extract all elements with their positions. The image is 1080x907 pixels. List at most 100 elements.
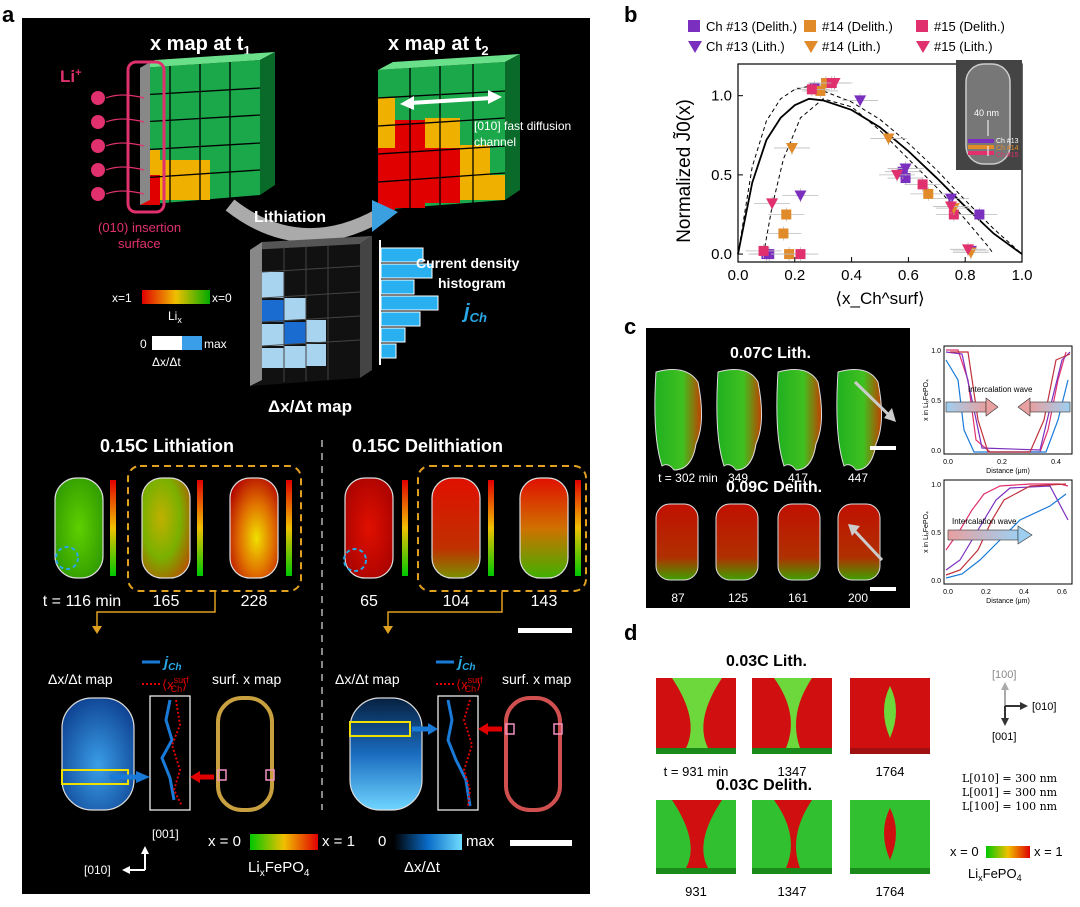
d-axis-100: [100]	[992, 669, 1016, 681]
x-legend-right: x=0	[212, 291, 232, 305]
d-axis-indicator	[1001, 682, 1028, 726]
scale-bar-a1	[518, 628, 572, 633]
delith-detail-row	[349, 695, 563, 812]
chart-b-ytick: 0.0	[711, 246, 732, 263]
insertion-surface-label-2: surface	[118, 236, 161, 251]
legend-entry: #14 (Delith.)	[822, 19, 893, 34]
legend-entry: Ch #13 (Delith.)	[706, 19, 797, 34]
chart-b-xtick: 0.0	[728, 267, 749, 284]
rate-legend-label: Δx/Δt	[152, 355, 181, 369]
histogram-bar	[380, 327, 406, 343]
rate-legend-box-2	[182, 336, 202, 350]
chart-b-point	[758, 245, 769, 256]
c-xtick: 0.0	[943, 459, 953, 466]
chart-b-point	[794, 190, 807, 202]
chart-b-xtick: 0.4	[841, 267, 862, 284]
axis-001-label: [001]	[152, 827, 179, 841]
d-delith-blocks	[656, 800, 930, 874]
histogram-bar	[380, 263, 433, 279]
li-ion-label: Li+	[60, 67, 82, 86]
current-hist-label-1: Current density	[416, 255, 520, 271]
c-top-wave-label: Intercalation wave	[968, 385, 1033, 394]
histogram-bars	[380, 247, 439, 359]
c-xtick: 0.2	[981, 589, 991, 596]
bottom-x-right: x = 1	[322, 833, 355, 850]
histogram-bar	[380, 279, 415, 295]
c-lith-time-1: 349	[728, 471, 748, 485]
a-delith-time-2: 143	[531, 593, 558, 610]
legend-marker	[916, 20, 928, 32]
chart-b-point	[785, 142, 798, 154]
bottom-rate-left: 0	[378, 833, 386, 850]
chart-b-ytick: 0.5	[711, 167, 732, 184]
legend-marker	[688, 20, 700, 32]
chart-b-point	[945, 201, 957, 213]
chart-b-point	[806, 84, 817, 95]
lithiation-label: Lithiation	[254, 209, 326, 226]
chart-b-ytick: 1.0	[711, 88, 732, 105]
legend-entry: #15 (Lith.)	[934, 39, 993, 54]
bottom-rate-right: max	[466, 833, 495, 850]
axis-indicator-a	[122, 846, 149, 874]
bottom-rate-bar	[394, 834, 462, 850]
panel-a-label: a	[2, 2, 15, 27]
chart-b-xtick: 0.8	[955, 267, 976, 284]
d-dim-2: L[001] = 300 nm	[962, 786, 1058, 799]
chart-b-xtick: 0.2	[784, 267, 805, 284]
lith-015c-title: 0.15C Lithiation	[100, 436, 234, 456]
chart-b-inset	[956, 60, 1022, 170]
c-delith-time-2: 161	[788, 591, 808, 605]
a-lith-time-1: 165	[153, 593, 180, 610]
d-delith-time-0: 931	[685, 884, 707, 899]
chart-b-point	[923, 188, 934, 199]
c-ylabel: x in LiₓFePO₄	[923, 511, 930, 553]
d-lith-time-0: t = 931 min	[664, 764, 729, 779]
svg-text:jCh: jCh	[456, 654, 476, 673]
c-ytick: 1.0	[931, 482, 941, 489]
lith-jch-legend: jCh ⟨xsurf Ch⟩	[142, 654, 189, 694]
histogram-bar	[380, 295, 439, 311]
delith-015c-title: 0.15C Delithiation	[352, 436, 503, 456]
li-ion-markers	[91, 91, 145, 201]
lith-particles	[54, 465, 302, 592]
c-delith-time-3: 200	[848, 591, 868, 605]
c-xlabel: Distance (μm)	[986, 598, 1030, 605]
c-plot-top	[943, 345, 1073, 455]
fast-channel-label-2: channel	[474, 135, 516, 149]
c-ytick: 0.0	[931, 448, 941, 455]
chart-b-fit-dashed	[737, 85, 1023, 255]
chart-b-point	[882, 133, 895, 145]
chart-b-point	[764, 249, 775, 260]
chart-b-point	[781, 209, 792, 220]
insertion-surface-box	[126, 60, 166, 214]
chart-b-point	[899, 163, 912, 175]
legend-marker	[688, 41, 702, 53]
c-plot-bottom	[943, 479, 1073, 585]
d-lith-title: 0.03C Lith.	[726, 653, 807, 670]
chart-b-xtick: 1.0	[1012, 267, 1033, 284]
c-ylabel: x in LiₓFePO₄	[923, 379, 930, 421]
panel-d-label: d	[624, 620, 637, 645]
c-xtick: 0.0	[943, 589, 953, 596]
chart-b-point	[766, 198, 779, 210]
c-bottom-wave-label: Intercalation wave	[952, 517, 1017, 526]
d-x-right: x = 1	[1034, 844, 1063, 859]
delith-particles	[343, 465, 587, 592]
c-ytick: 0.5	[931, 398, 941, 405]
d-axis-001: [001]	[992, 731, 1016, 743]
a-lith-time-2: 228	[241, 593, 268, 610]
a-delith-time-0: 65	[360, 593, 378, 610]
x-legend-left: x=1	[112, 291, 132, 305]
chart-b-ylabel: Normalized J̃0(x)	[673, 99, 695, 243]
legend-marker	[804, 20, 816, 32]
histogram-bar	[380, 311, 421, 327]
c-xtick: 0.6	[1057, 589, 1067, 596]
delith-jch-legend: jCh ⟨xsurf Ch⟩	[436, 654, 483, 694]
c-ytick: 1.0	[931, 348, 941, 355]
c-xtick: 0.4	[1019, 589, 1029, 596]
chart-b-fit-solid	[737, 97, 1023, 255]
axis-010-label: [010]	[84, 863, 111, 877]
x-legend-bar	[142, 290, 210, 304]
